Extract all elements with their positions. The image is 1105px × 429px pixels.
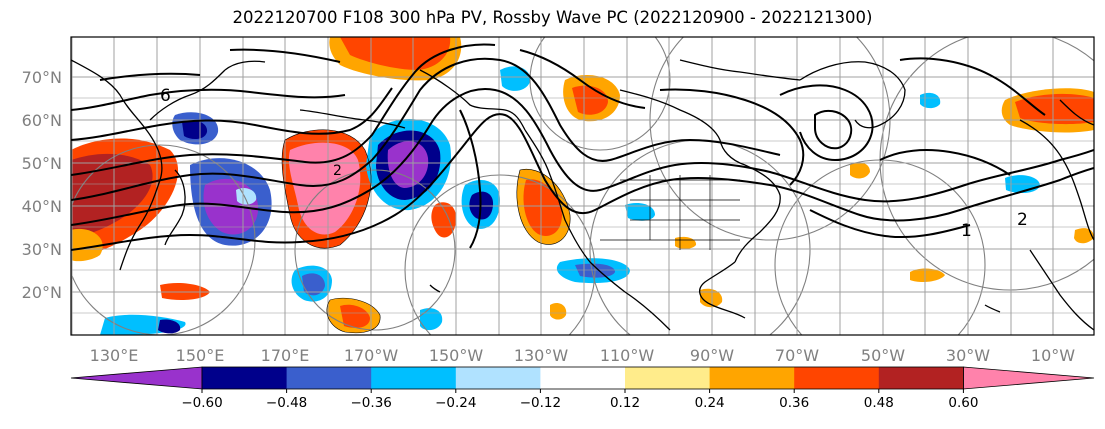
colorbar-tick-label: −0.60 bbox=[181, 395, 222, 411]
colorbar-swatch bbox=[371, 367, 457, 389]
lon-label-170w: 170°W bbox=[344, 346, 399, 365]
graticule bbox=[71, 37, 1094, 335]
colorbar-tick-label: −0.24 bbox=[435, 395, 476, 411]
colorbar-swatch bbox=[286, 367, 372, 389]
colorbar-swatch bbox=[540, 367, 626, 389]
lon-label-150e: 150°E bbox=[176, 346, 225, 365]
colorbar-tick-label: 0.12 bbox=[610, 395, 640, 411]
pv-contours bbox=[71, 43, 1094, 251]
map-title: 2022120700 F108 300 hPa PV, Rossby Wave … bbox=[232, 8, 873, 27]
colorbar-tick-label: 0.24 bbox=[695, 395, 725, 411]
colorbar-swatch bbox=[202, 367, 288, 389]
lon-label-110w: 110°W bbox=[600, 346, 655, 365]
lat-label-30n: 30°N bbox=[22, 240, 62, 259]
lon-label-130w: 130°W bbox=[514, 346, 569, 365]
colorbar-tick-label: 0.48 bbox=[864, 395, 894, 411]
colorbar-tick-label: 0.60 bbox=[948, 395, 978, 411]
lon-label-30w: 30°W bbox=[946, 346, 990, 365]
colorbar-extend-low bbox=[70, 366, 203, 390]
colorbar-swatch bbox=[709, 367, 795, 389]
colorbar-swatch bbox=[794, 367, 880, 389]
lon-label-10w: 10°W bbox=[1031, 346, 1075, 365]
lon-label-90w: 90°W bbox=[690, 346, 734, 365]
lat-label-20n: 20°N bbox=[22, 283, 62, 302]
lat-label-50n: 50°N bbox=[22, 154, 62, 173]
colorbar-tick-label: −0.36 bbox=[351, 395, 392, 411]
lon-label-170e: 170°E bbox=[261, 346, 310, 365]
lon-label-50w: 50°W bbox=[861, 346, 905, 365]
colorbar-extend-high bbox=[963, 366, 1095, 390]
colorbar-tick-label: −0.12 bbox=[520, 395, 561, 411]
lon-label-70w: 70°W bbox=[775, 346, 819, 365]
contour-label-1: 6 bbox=[160, 86, 171, 106]
contour-label-4: 1 bbox=[961, 221, 972, 241]
contour-labels: 6 2 2 1 bbox=[160, 86, 1028, 241]
colorbar-swatch bbox=[625, 367, 711, 389]
colorbar-swatch bbox=[455, 367, 541, 389]
colorbar-swatch bbox=[878, 367, 964, 389]
colorbar-outline bbox=[201, 366, 964, 390]
latitude-labels: 70°N 60°N 50°N 40°N 30°N 20°N bbox=[22, 68, 62, 302]
map-border bbox=[70, 36, 1095, 336]
lat-label-70n: 70°N bbox=[22, 68, 62, 87]
colorbar-tick-label: 0.36 bbox=[779, 395, 809, 411]
contour-label-2: 2 bbox=[1017, 210, 1028, 230]
lat-label-60n: 60°N bbox=[22, 111, 62, 130]
lon-label-150w: 150°W bbox=[429, 346, 484, 365]
contour-label-3: 2 bbox=[333, 163, 342, 179]
lon-label-130e: 130°E bbox=[90, 346, 139, 365]
colorbar: −0.60 −0.48 −0.36 −0.24 −0.12 0.12 0.24 0.36 0.4… bbox=[70, 366, 1095, 411]
lat-label-40n: 40°N bbox=[22, 197, 62, 216]
colorbar-tick-label: −0.48 bbox=[266, 395, 307, 411]
shading-outlines bbox=[281, 129, 571, 334]
longitude-labels: 130°E 150°E 170°E 170°W 150°W 130°W 110°… bbox=[90, 346, 1076, 365]
